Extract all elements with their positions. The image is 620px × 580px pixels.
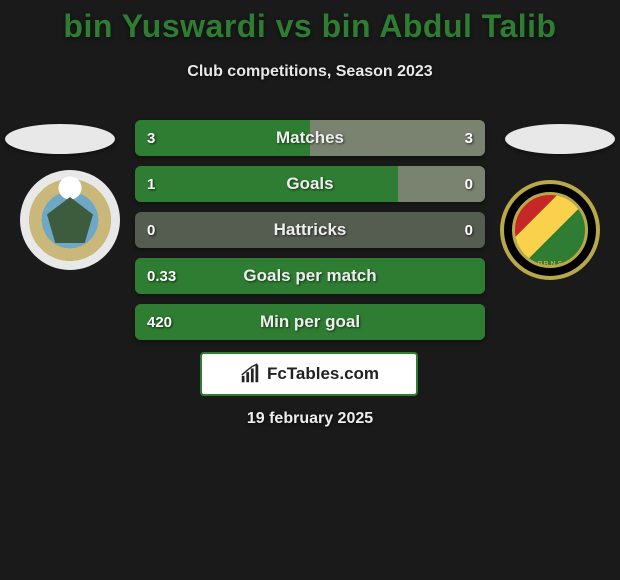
stat-label: Min per goal (135, 304, 485, 340)
stat-label: Goals per match (135, 258, 485, 294)
club-crest-right (500, 180, 600, 280)
player-left-avatar-placeholder (5, 124, 115, 154)
chart-icon (239, 363, 261, 385)
brand-logo-box: FcTables.com (200, 352, 418, 396)
date-text: 19 february 2025 (0, 410, 620, 428)
club-crest-left (20, 170, 120, 270)
stat-row: 10Goals (135, 166, 485, 202)
stat-row: 33Matches (135, 120, 485, 156)
stats-container: 33Matches 10Goals 00Hattricks 0.33Goals per… (135, 120, 485, 350)
subtitle: Club competitions, Season 2023 (0, 63, 620, 81)
page-title: bin Yuswardi vs bin Abdul Talib (0, 0, 620, 45)
player-right-avatar-placeholder (505, 124, 615, 154)
stat-row: 0.33Goals per match (135, 258, 485, 294)
stat-row: 00Hattricks (135, 212, 485, 248)
stat-label: Goals (135, 166, 485, 202)
brand-text: FcTables.com (267, 364, 379, 384)
stat-label: Matches (135, 120, 485, 156)
stat-row: 420Min per goal (135, 304, 485, 340)
stat-label: Hattricks (135, 212, 485, 248)
